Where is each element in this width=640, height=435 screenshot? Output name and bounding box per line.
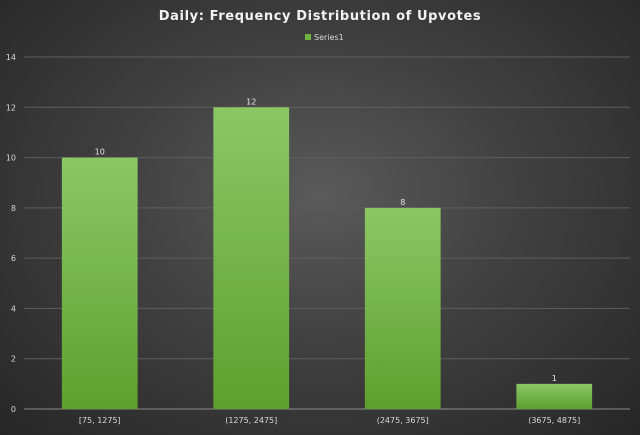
y-tick-label: 2 xyxy=(11,355,16,364)
data-labels: 10 12 8 1 xyxy=(95,97,557,383)
x-axis: [75, 1275] (1275, 2475] (2475, 3675] (3675,… xyxy=(79,416,580,425)
legend-swatch xyxy=(305,34,311,40)
data-label: 8 xyxy=(400,198,405,207)
legend: Series1 xyxy=(305,33,344,42)
bar xyxy=(364,207,441,409)
bar xyxy=(213,107,290,410)
x-tick-label: (3675, 4875] xyxy=(528,416,580,425)
y-tick-label: 8 xyxy=(11,204,16,213)
data-label: 1 xyxy=(552,374,557,383)
bar xyxy=(61,157,138,409)
y-tick-label: 10 xyxy=(6,154,16,163)
y-tick-label: 0 xyxy=(11,405,16,414)
y-tick-label: 6 xyxy=(11,254,16,263)
chart-title: Daily: Frequency Distribution of Upvotes xyxy=(159,9,481,24)
x-tick-label: (1275, 2475] xyxy=(225,416,277,425)
y-axis: 0 2 4 6 8 10 12 14 xyxy=(6,53,16,414)
y-tick-label: 4 xyxy=(11,304,16,313)
y-tick-label: 12 xyxy=(6,103,16,112)
bar xyxy=(516,383,593,409)
legend-label: Series1 xyxy=(314,33,344,42)
data-label: 10 xyxy=(95,148,105,157)
x-tick-label: (2475, 3675] xyxy=(377,416,429,425)
x-tick-label: [75, 1275] xyxy=(79,416,121,425)
data-label: 12 xyxy=(246,97,256,106)
bars xyxy=(61,107,593,410)
y-tick-label: 14 xyxy=(6,53,16,62)
